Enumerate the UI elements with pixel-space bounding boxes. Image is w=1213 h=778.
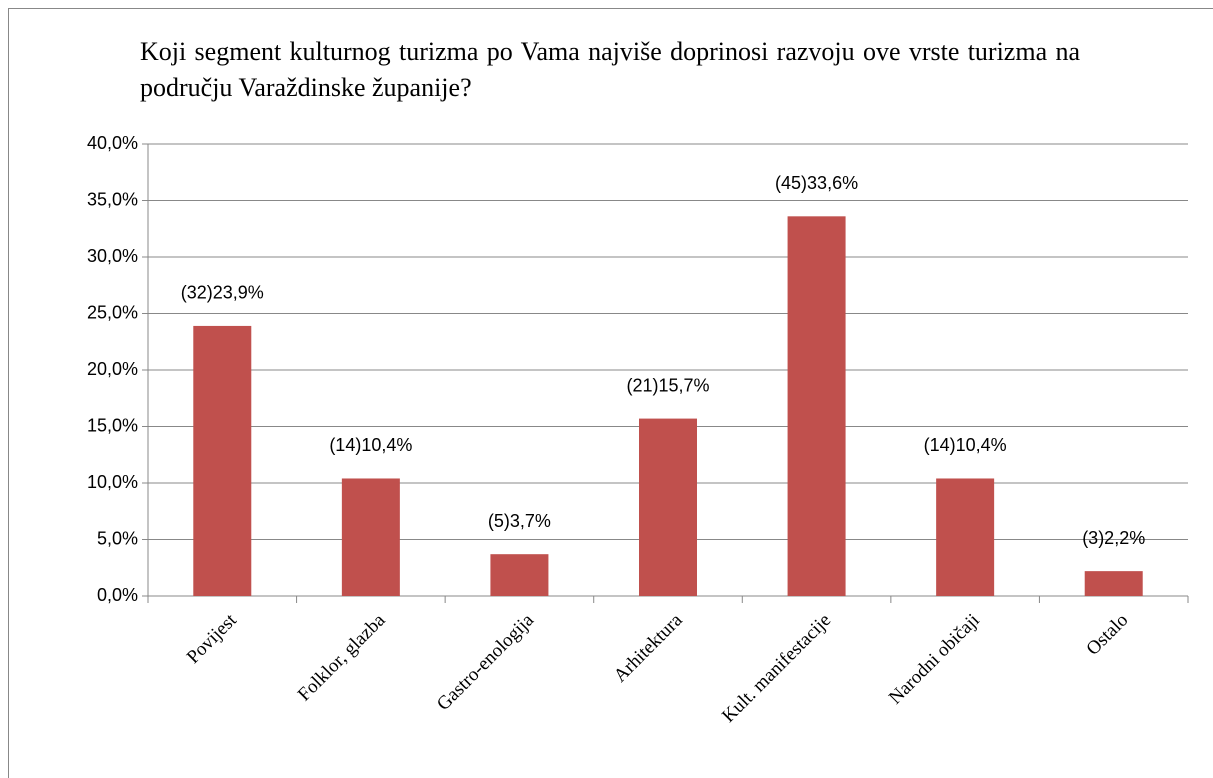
bar <box>341 478 400 596</box>
bar <box>936 478 995 596</box>
y-tick-label: 30,0% <box>87 246 138 266</box>
bar <box>490 554 549 596</box>
y-tick-label: 0,0% <box>97 585 138 605</box>
y-tick-label: 40,0% <box>87 133 138 153</box>
data-label: (32)23,9% <box>181 283 264 303</box>
bar <box>1084 571 1143 596</box>
y-tick-label: 25,0% <box>87 302 138 322</box>
data-label: (5)3,7% <box>488 511 551 531</box>
y-tick-label: 20,0% <box>87 359 138 379</box>
bar <box>193 325 252 596</box>
y-tick-label: 5,0% <box>97 528 138 548</box>
y-tick-label: 35,0% <box>87 189 138 209</box>
chart-frame <box>8 8 1213 778</box>
data-label: (14)10,4% <box>924 435 1007 455</box>
bar <box>639 418 697 596</box>
data-label: (3)2,2% <box>1082 528 1145 548</box>
data-label: (14)10,4% <box>329 435 412 455</box>
bar <box>787 216 846 596</box>
data-label: (45)33,6% <box>775 173 858 193</box>
chart-title: Koji segment kulturnog turizma po Vama n… <box>140 37 1080 102</box>
y-tick-label: 15,0% <box>87 415 138 435</box>
data-label: (21)15,7% <box>626 375 709 395</box>
y-tick-label: 10,0% <box>87 472 138 492</box>
